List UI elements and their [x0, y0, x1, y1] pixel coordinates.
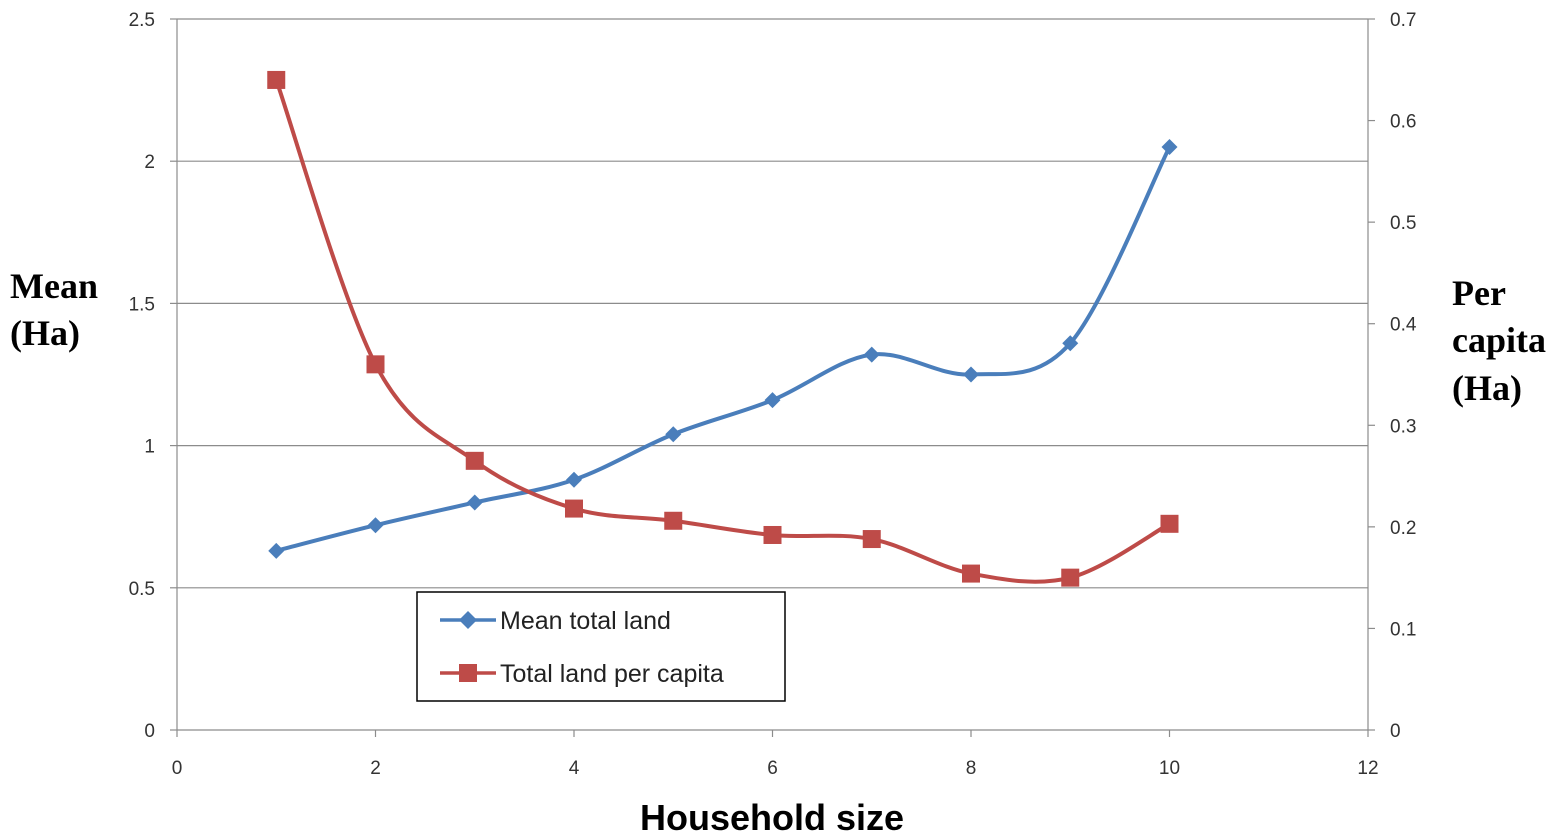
data-point-mean-total-land	[367, 517, 384, 534]
x-tick-label: 12	[1357, 758, 1378, 779]
data-point-mean-total-land	[1161, 138, 1178, 155]
right-tick-label: 0	[1390, 721, 1401, 742]
data-point-mean-total-land	[268, 542, 285, 559]
left-axis-label-line: (Ha)	[10, 313, 80, 353]
data-point-total-land-per-capita	[862, 530, 881, 549]
legend-box	[416, 591, 786, 702]
series-line-mean-total-land	[275, 146, 1172, 553]
left-axis-label-line: Mean	[10, 266, 98, 306]
right-axis-label-line: Per	[1452, 273, 1506, 313]
right-tick-label: 0.7	[1390, 10, 1416, 31]
left-tick-label: 0	[144, 721, 155, 742]
data-point-total-land-per-capita	[267, 70, 286, 89]
x-tick-label: 6	[767, 758, 778, 779]
left-tick-label: 2	[144, 152, 155, 173]
legend-marker-square	[459, 664, 477, 682]
data-point-mean-total-land	[863, 346, 880, 363]
data-point-mean-total-land	[566, 471, 582, 488]
x-tick-label: 4	[569, 758, 580, 779]
data-point-mean-total-land	[1062, 335, 1079, 352]
right-tick-label: 0.2	[1390, 518, 1416, 539]
series-line-total-land-per-capita	[274, 79, 1171, 584]
data-point-total-land-per-capita	[1160, 514, 1179, 533]
x-axis-label: Household size	[640, 797, 904, 838]
legend-label-total-land-per-capita: Total land per capita	[500, 660, 724, 688]
x-tick-label: 8	[966, 758, 977, 779]
data-point-total-land-per-capita	[763, 525, 782, 544]
series-layer	[267, 70, 1179, 587]
left-tick-label: 1.5	[129, 294, 155, 315]
left-tick-label: 1	[144, 437, 155, 458]
data-point-mean-total-land	[963, 366, 979, 383]
data-point-mean-total-land	[466, 494, 483, 511]
right-tick-label: 0.5	[1390, 213, 1416, 234]
x-tick-label: 2	[370, 758, 381, 779]
data-point-total-land-per-capita	[465, 451, 484, 470]
x-tick-label: 0	[172, 758, 183, 779]
right-axis-label: Per capita (Ha)	[1452, 273, 1555, 408]
data-point-total-land-per-capita	[664, 511, 683, 530]
legend-label-mean-total-land: Mean total land	[500, 607, 671, 635]
data-point-total-land-per-capita	[366, 355, 385, 374]
right-tick-label: 0.6	[1390, 112, 1416, 133]
data-point-mean-total-land	[764, 392, 781, 409]
data-point-total-land-per-capita	[962, 564, 980, 583]
grid-lines	[177, 18, 1368, 589]
left-tick-label: 2.5	[129, 10, 155, 31]
legend: Mean total land Total land per capita	[416, 591, 786, 702]
legend-marker-diamond	[459, 611, 477, 629]
right-axis-label-line: (Ha)	[1452, 368, 1522, 408]
right-tick-label: 0.1	[1390, 619, 1416, 640]
axes	[170, 18, 1375, 737]
tick-labels: 0 2 4 6 8 10 12 0 0.5 1 1.5 2 2.5 0 0.1 0.2 0.3 0.4 0.5 0.6…	[129, 10, 1417, 779]
right-tick-label: 0.4	[1390, 315, 1417, 336]
left-axis-label: Mean (Ha)	[10, 266, 107, 353]
left-tick-label: 0.5	[129, 579, 155, 600]
data-point-total-land-per-capita	[1061, 568, 1080, 587]
data-point-mean-total-land	[665, 426, 682, 443]
right-tick-label: 0.3	[1390, 416, 1416, 437]
right-axis-label-line: capita	[1452, 320, 1546, 360]
x-tick-label: 10	[1159, 758, 1180, 779]
data-point-total-land-per-capita	[565, 499, 583, 518]
